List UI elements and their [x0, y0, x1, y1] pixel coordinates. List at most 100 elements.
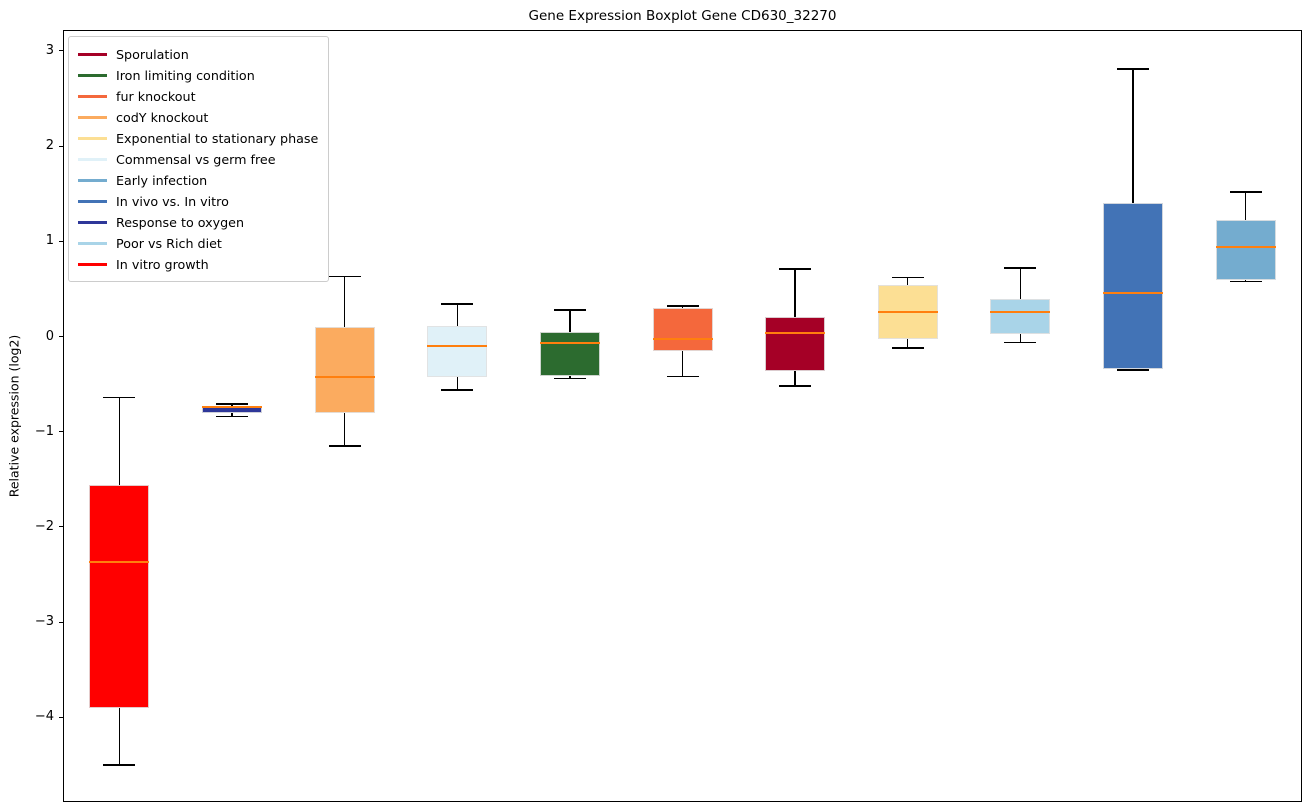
whisker-cap-lower: [328, 445, 361, 447]
whisker-upper: [569, 309, 571, 332]
whisker-cap-lower: [441, 389, 474, 391]
whisker-cap-lower: [779, 385, 812, 387]
y-tick-mark: [59, 716, 63, 718]
boxplot-box: [1103, 203, 1164, 369]
legend-item: In vivo vs. In vitro: [78, 191, 318, 212]
y-tick-label: 1: [45, 233, 54, 249]
whisker-cap-lower: [553, 377, 586, 380]
legend-swatch-line: [78, 53, 107, 56]
legend-item-label: Commensal vs germ free: [116, 152, 276, 167]
whisker-lower: [456, 377, 458, 390]
legend-item-label: Early infection: [116, 173, 208, 188]
whisker-upper: [231, 404, 233, 406]
y-tick-label: 0: [45, 328, 54, 344]
legend-item: Poor vs Rich diet: [78, 233, 318, 254]
legend-swatch-line: [78, 137, 107, 140]
boxplot-box: [652, 307, 713, 351]
legend-item: fur knockout: [78, 86, 318, 107]
legend-swatch-line: [78, 221, 107, 224]
y-tick-label: −1: [34, 423, 54, 439]
whisker-cap-lower: [891, 347, 924, 349]
y-tick-mark: [59, 336, 63, 337]
y-tick-label: −2: [34, 518, 54, 534]
median-line: [652, 338, 713, 341]
whisker-lower: [681, 350, 684, 377]
legend-swatch-line: [78, 95, 107, 98]
y-tick-label: −4: [34, 709, 54, 725]
y-tick-label: −3: [34, 614, 54, 630]
whisker-upper: [1245, 191, 1247, 221]
whisker-upper: [907, 277, 909, 286]
whisker-upper: [794, 268, 796, 318]
y-tick-mark: [59, 621, 63, 623]
y-tick-label: 2: [45, 138, 54, 154]
boxplot-box: [765, 317, 826, 371]
legend-swatch-line: [78, 116, 107, 119]
boxplot-box: [990, 299, 1051, 334]
legend-item: codY knockout: [78, 107, 318, 128]
whisker-lower: [907, 339, 909, 348]
legend-item: Iron limiting condition: [78, 65, 318, 86]
legend-item-label: Exponential to stationary phase: [116, 131, 319, 146]
legend-item: Exponential to stationary phase: [78, 128, 318, 149]
legend-item-label: Sporulation: [116, 47, 189, 62]
whisker-cap-upper: [666, 305, 699, 307]
y-tick-mark: [59, 145, 63, 147]
whisker-upper: [1132, 69, 1134, 204]
whisker-upper: [681, 306, 684, 308]
whisker-cap-upper: [891, 276, 924, 279]
whisker-lower: [118, 707, 120, 765]
y-tick-mark: [59, 50, 63, 52]
whisker-cap-upper: [103, 396, 136, 399]
boxplot-box: [539, 331, 600, 377]
whisker-lower: [1019, 333, 1022, 343]
whisker-cap-lower: [1004, 341, 1037, 343]
legend: Sporulation Iron limiting condition fur kn…: [68, 36, 330, 282]
y-tick-mark: [59, 526, 63, 528]
whisker-cap-upper: [1004, 267, 1037, 269]
whisker-cap-lower: [215, 415, 248, 418]
legend-item-label: In vivo vs. In vitro: [116, 194, 229, 209]
y-tick-mark: [59, 431, 63, 433]
whisker-cap-upper: [328, 275, 361, 278]
median-line: [539, 342, 600, 345]
legend-item-label: Poor vs Rich diet: [116, 236, 222, 251]
legend-swatch-line: [78, 242, 107, 245]
legend-item: Early infection: [78, 170, 318, 191]
legend-item-label: codY knockout: [116, 110, 209, 125]
whisker-cap-upper: [1117, 68, 1150, 70]
whisker-lower: [343, 412, 346, 446]
y-tick-label: 3: [45, 42, 54, 58]
median-line: [765, 331, 826, 334]
median-line: [427, 345, 488, 348]
legend-item: Sporulation: [78, 44, 318, 65]
legend-item-label: Response to oxygen: [116, 215, 245, 230]
whisker-cap-lower: [1229, 280, 1262, 282]
legend-item-label: fur knockout: [116, 89, 196, 104]
y-tick-mark: [59, 240, 63, 242]
legend-item: Commensal vs germ free: [78, 149, 318, 170]
chart-title: Gene Expression Boxplot Gene CD630_32270: [528, 8, 837, 24]
median-line: [314, 376, 375, 379]
legend-swatch-line: [78, 200, 107, 203]
whisker-cap-upper: [779, 268, 812, 270]
legend-item-label: In vitro growth: [116, 257, 209, 272]
whisker-cap-upper: [553, 309, 586, 311]
whisker-upper: [1019, 267, 1022, 300]
whisker-cap-upper: [441, 303, 474, 305]
whisker-upper: [456, 304, 458, 327]
legend-swatch-line: [78, 158, 107, 161]
whisker-cap-lower: [103, 764, 136, 766]
boxplot-box: [314, 326, 375, 413]
legend-swatch-line: [78, 179, 107, 182]
legend-swatch-line: [78, 74, 107, 77]
whisker-upper: [343, 276, 346, 327]
whisker-cap-lower: [1117, 369, 1150, 371]
y-axis-label: Relative expression (log2): [6, 334, 22, 498]
median-line: [877, 310, 938, 313]
whisker-lower: [569, 376, 571, 379]
whisker-lower: [231, 412, 233, 417]
median-line: [1215, 246, 1276, 249]
legend-item: In vitro growth: [78, 254, 318, 275]
